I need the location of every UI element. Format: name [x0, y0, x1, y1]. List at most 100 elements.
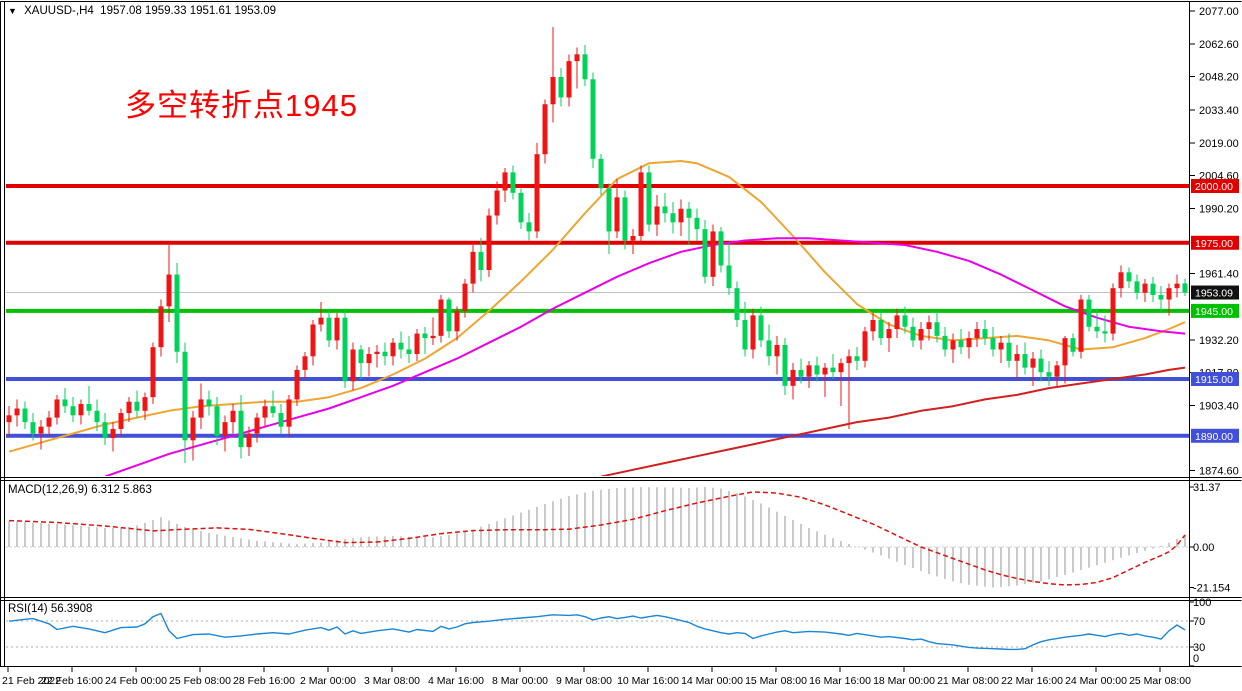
candlestick	[1182, 283, 1188, 293]
candlestick	[590, 79, 596, 159]
candlestick	[710, 231, 716, 277]
candlestick	[758, 315, 764, 341]
candlestick	[974, 329, 980, 339]
candlestick	[790, 369, 796, 386]
candlestick	[670, 213, 676, 223]
price-tick-label: 1961.40	[1199, 269, 1239, 281]
candlestick	[518, 192, 524, 223]
candlestick	[206, 399, 212, 407]
time-tick-label: 25 Feb 08:00	[169, 675, 231, 687]
time-tick-label: 22 Feb 16:00	[41, 675, 103, 687]
candlestick	[366, 354, 372, 364]
level-price-label: 2000.00	[1195, 181, 1233, 193]
candlestick	[78, 403, 84, 416]
candlestick	[998, 342, 1004, 350]
candlestick	[398, 342, 404, 350]
candlestick	[190, 417, 196, 441]
candlestick	[1046, 372, 1052, 377]
candlestick	[774, 344, 780, 357]
candlestick	[494, 190, 500, 216]
level-line[interactable]	[6, 308, 1189, 313]
level-line[interactable]	[6, 184, 1189, 188]
candlestick	[158, 306, 164, 348]
candlestick	[1126, 272, 1132, 282]
price-levels[interactable]	[6, 184, 1189, 438]
candlestick	[70, 406, 76, 416]
candlestick	[910, 326, 916, 341]
candlestick	[54, 399, 60, 418]
time-tick-label: 9 Mar 08:00	[556, 675, 612, 687]
candlestick	[102, 422, 108, 439]
candlestick	[310, 324, 316, 357]
rsi-indicator-label: RSI(14) 56.3908	[8, 603, 93, 615]
candlestick	[510, 172, 516, 193]
candlestick	[846, 356, 852, 364]
candlestick	[382, 351, 388, 357]
time-tick-label: 4 Mar 16:00	[428, 675, 484, 687]
candlestick	[1062, 338, 1068, 366]
candlestick	[742, 319, 748, 350]
price-tick-label: 1874.60	[1199, 466, 1239, 478]
candlestick	[1158, 294, 1164, 300]
candlestick	[574, 54, 580, 62]
candlestick	[526, 222, 532, 232]
candlestick	[1070, 338, 1076, 352]
symbol-label: XAUUSD-,H4	[24, 5, 94, 17]
candlestick	[734, 288, 740, 320]
candlestick	[358, 349, 364, 364]
candlestick	[1054, 365, 1060, 377]
candlestick	[222, 422, 228, 436]
candlestick	[1142, 283, 1148, 293]
current-price-label: 1953.09	[1195, 288, 1233, 300]
candlestick	[126, 401, 132, 414]
level-line[interactable]	[6, 240, 1189, 245]
time-tick-label: 24 Mar 00:00	[1065, 675, 1127, 687]
time-tick-label: 8 Mar 00:00	[492, 675, 548, 687]
candlestick	[814, 365, 820, 375]
candlestick	[750, 315, 756, 350]
candlestick	[142, 397, 148, 411]
candlestick	[614, 197, 620, 232]
rsi-tick-label: 70	[1193, 616, 1205, 628]
candlestick	[798, 369, 804, 377]
candlestick	[422, 333, 428, 339]
candlestick	[854, 356, 860, 361]
candlestick	[390, 342, 396, 357]
chart-title: ▼ XAUUSD-,H4 1957.08 1959.33 1951.61 195…	[8, 5, 276, 17]
candlestick	[870, 319, 876, 332]
candlestick	[254, 417, 260, 434]
candlestick	[454, 310, 460, 332]
candlestick	[662, 206, 668, 214]
candlestick	[478, 251, 484, 271]
time-tick-label: 25 Mar 08:00	[1129, 675, 1191, 687]
candlestick	[1166, 288, 1172, 300]
candlestick	[198, 399, 204, 418]
price-tick-label: 1990.20	[1199, 203, 1239, 215]
level-price-badge: 1890.00	[1191, 428, 1239, 443]
candlestick	[894, 315, 900, 330]
candlestick	[62, 399, 68, 407]
candlestick	[990, 338, 996, 350]
current-price-badge: 1953.09	[1191, 285, 1239, 300]
symbol-dropdown-icon[interactable]: ▼	[8, 6, 17, 16]
candlestick	[406, 349, 412, 355]
panel-borders	[0, 1, 1242, 667]
candlestick	[726, 265, 732, 289]
candlestick	[414, 333, 420, 355]
price-tick-label: 1932.20	[1199, 335, 1239, 347]
candlestick	[214, 406, 220, 436]
candlestick	[502, 172, 508, 191]
candlestick	[294, 369, 300, 400]
level-line[interactable]	[6, 433, 1189, 438]
candlestick	[950, 340, 956, 350]
level-line[interactable]	[6, 377, 1189, 382]
candlestick	[118, 413, 124, 429]
candlestick	[334, 317, 340, 341]
macd-signal-line	[8, 491, 1186, 586]
level-price-badge: 1975.00	[1191, 235, 1239, 250]
candlestick	[342, 317, 348, 382]
annotation-text: 多空转折点1945	[125, 88, 358, 123]
candlestick	[278, 413, 284, 427]
candlestick	[302, 356, 308, 370]
